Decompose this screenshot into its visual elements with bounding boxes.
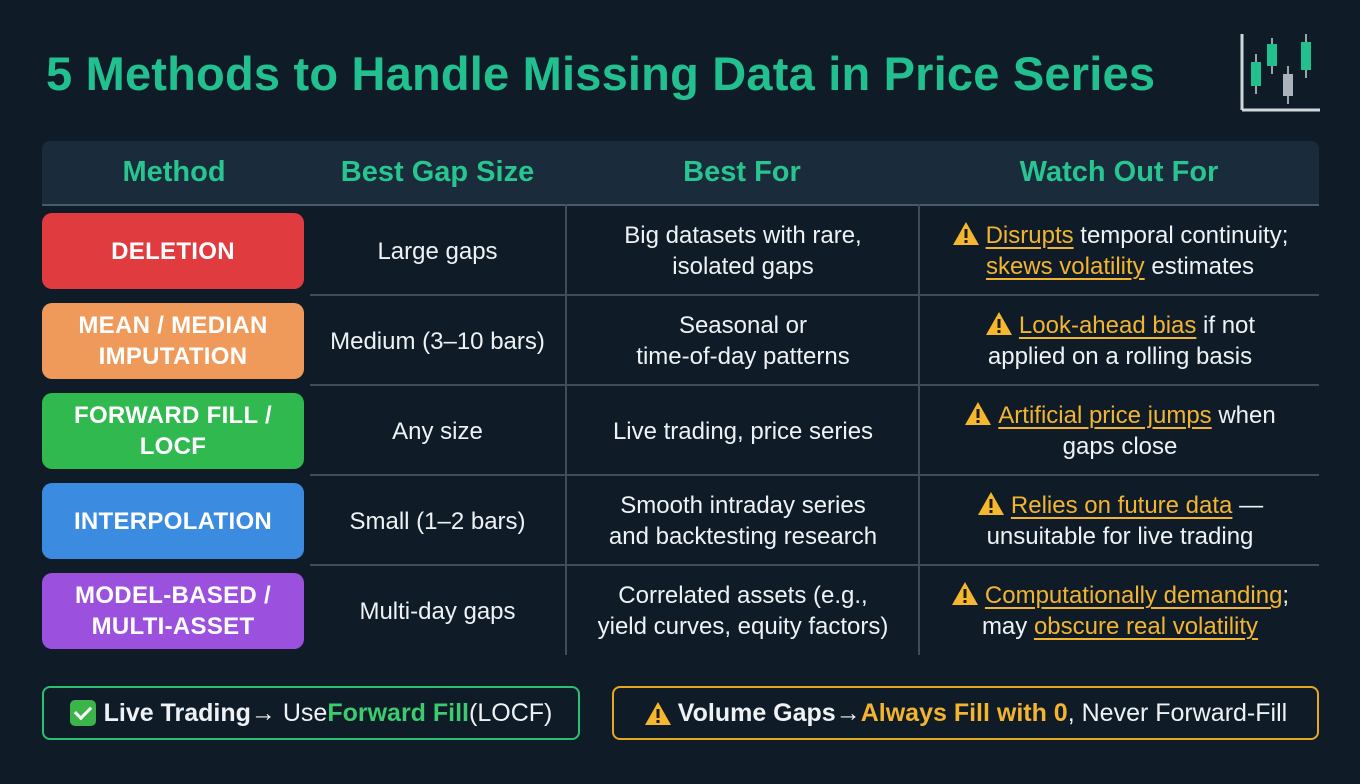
warning-icon [965,402,992,425]
watch-out-cell: Look-ahead bias if not applied on a roll… [921,296,1319,386]
row-divider [310,294,1319,296]
row-divider [310,384,1319,386]
header-method: Method [122,156,226,188]
method-label: LOCF [139,433,207,460]
warning-keyword: skews volatility [985,253,1145,280]
table-row: MODEL-BASED / MULTI-ASSET Multi-day gaps … [42,566,1319,656]
warning-text: when [1211,402,1276,429]
method-label: IMPUTATION [98,343,248,370]
note-text: , Never Forward-Fill [1067,698,1288,727]
warning-text: if not [1196,312,1256,339]
method-label: MULTI-ASSET [91,613,255,640]
watch-out-cell: Computationally demanding; may obscure r… [921,566,1319,656]
warning-icon [977,492,1004,515]
gap-size-cell: Multi-day gaps [359,597,516,625]
method-label: MEAN / MEDIAN [78,312,268,339]
warning-icon [951,582,978,605]
warning-text: unsuitable for live trading [986,523,1254,550]
method-label: INTERPOLATION [73,507,273,535]
candlestick-chart-icon [1240,34,1320,112]
warning-text: may [981,613,1034,640]
row-divider [310,474,1319,476]
methods-table: Method Best Gap Size Best For Watch Out … [42,141,1319,655]
warning-keyword: Disrupts [985,222,1074,249]
row-divider [310,564,1319,566]
best-for-line: Seasonal or [678,312,808,339]
check-icon [69,700,96,726]
warning-text: gaps close [1062,433,1178,460]
note-text: → [835,698,861,727]
gap-size-cell: Medium (3–10 bars) [330,327,545,355]
watch-out-cell: Disrupts temporal continuity; skews vola… [921,206,1319,296]
best-for-line: Big datasets with rare, [624,222,862,249]
method-badge-mean-median: MEAN / MEDIAN IMPUTATION [42,303,304,379]
table-row: MEAN / MEDIAN IMPUTATION Medium (3–10 bar… [42,296,1319,386]
header-best-for: Best For [683,156,801,188]
method-badge-interpolation: INTERPOLATION [42,483,304,559]
note-text: → Use [250,698,328,727]
watch-out-cell: Artificial price jumps when gaps close [921,386,1319,476]
note-label: Volume Gaps [677,698,836,727]
page-title: 5 Methods to Handle Missing Data in Pric… [46,47,1156,100]
best-for-line: Correlated assets (e.g., [618,582,868,609]
best-for-line: isolated gaps [672,253,814,280]
table-header: Method Best Gap Size Best For Watch Out … [42,141,1319,206]
warning-icon [952,222,979,245]
volume-gaps-note: Volume Gaps → Always Fill with 0, Never … [612,686,1319,740]
warning-text: applied on a rolling basis [987,343,1253,370]
best-for-line: Live trading, price series [612,417,874,445]
warning-icon [985,312,1012,335]
best-for-line: yield curves, equity factors) [597,613,889,640]
column-divider [918,204,920,655]
header-watch-out-for: Watch Out For [1019,156,1219,188]
warning-keyword: Artificial price jumps [998,402,1212,429]
gap-size-cell: Large gaps [377,237,498,265]
note-text: (LOCF) [469,698,553,727]
warning-keyword: obscure real volatility [1033,613,1259,640]
warning-text: ; [1282,582,1290,609]
best-for-line: time-of-day patterns [636,343,850,370]
column-divider [565,204,567,655]
warning-text: estimates [1144,253,1255,280]
table-row: INTERPOLATION Small (1–2 bars) Smooth in… [42,476,1319,566]
best-for-cell: Seasonal or time-of-day patterns [567,296,919,386]
method-badge-deletion: DELETION [42,213,304,289]
best-for-cell: Live trading, price series [567,386,919,476]
note-label: Live Trading [103,698,251,727]
method-badge-model-based: MODEL-BASED / MULTI-ASSET [42,573,304,649]
method-label: FORWARD FILL / [74,402,272,429]
warning-keyword: Computationally demanding [984,582,1283,609]
watch-out-cell: Relies on future data — unsuitable for l… [921,476,1319,566]
best-for-cell: Smooth intraday series and backtesting re… [567,476,919,566]
best-for-line: Smooth intraday series [620,492,866,519]
method-label: DELETION [111,237,235,265]
note-highlight: Forward Fill [327,698,470,727]
best-for-cell: Correlated assets (e.g., yield curves, eq… [567,566,919,656]
method-badge-forward-fill: FORWARD FILL / LOCF [42,393,304,469]
warning-keyword: Relies on future data [1010,492,1233,519]
warning-text: temporal continuity; [1073,222,1289,249]
best-for-line: and backtesting research [608,523,878,550]
header-best-gap-size: Best Gap Size [340,156,535,188]
warning-text: — [1232,492,1264,519]
best-for-cell: Big datasets with rare, isolated gaps [567,206,919,296]
note-highlight: Always Fill with 0 [860,698,1068,727]
gap-size-cell: Any size [392,417,483,445]
warning-icon [644,701,671,725]
warning-keyword: Look-ahead bias [1018,312,1197,339]
live-trading-note: Live Trading → Use Forward Fill (LOCF) [42,686,580,740]
table-row: DELETION Large gaps Big datasets with ra… [42,206,1319,296]
gap-size-cell: Small (1–2 bars) [349,507,526,535]
table-row: FORWARD FILL / LOCF Any size Live trading… [42,386,1319,476]
method-label: MODEL-BASED / [75,582,271,609]
